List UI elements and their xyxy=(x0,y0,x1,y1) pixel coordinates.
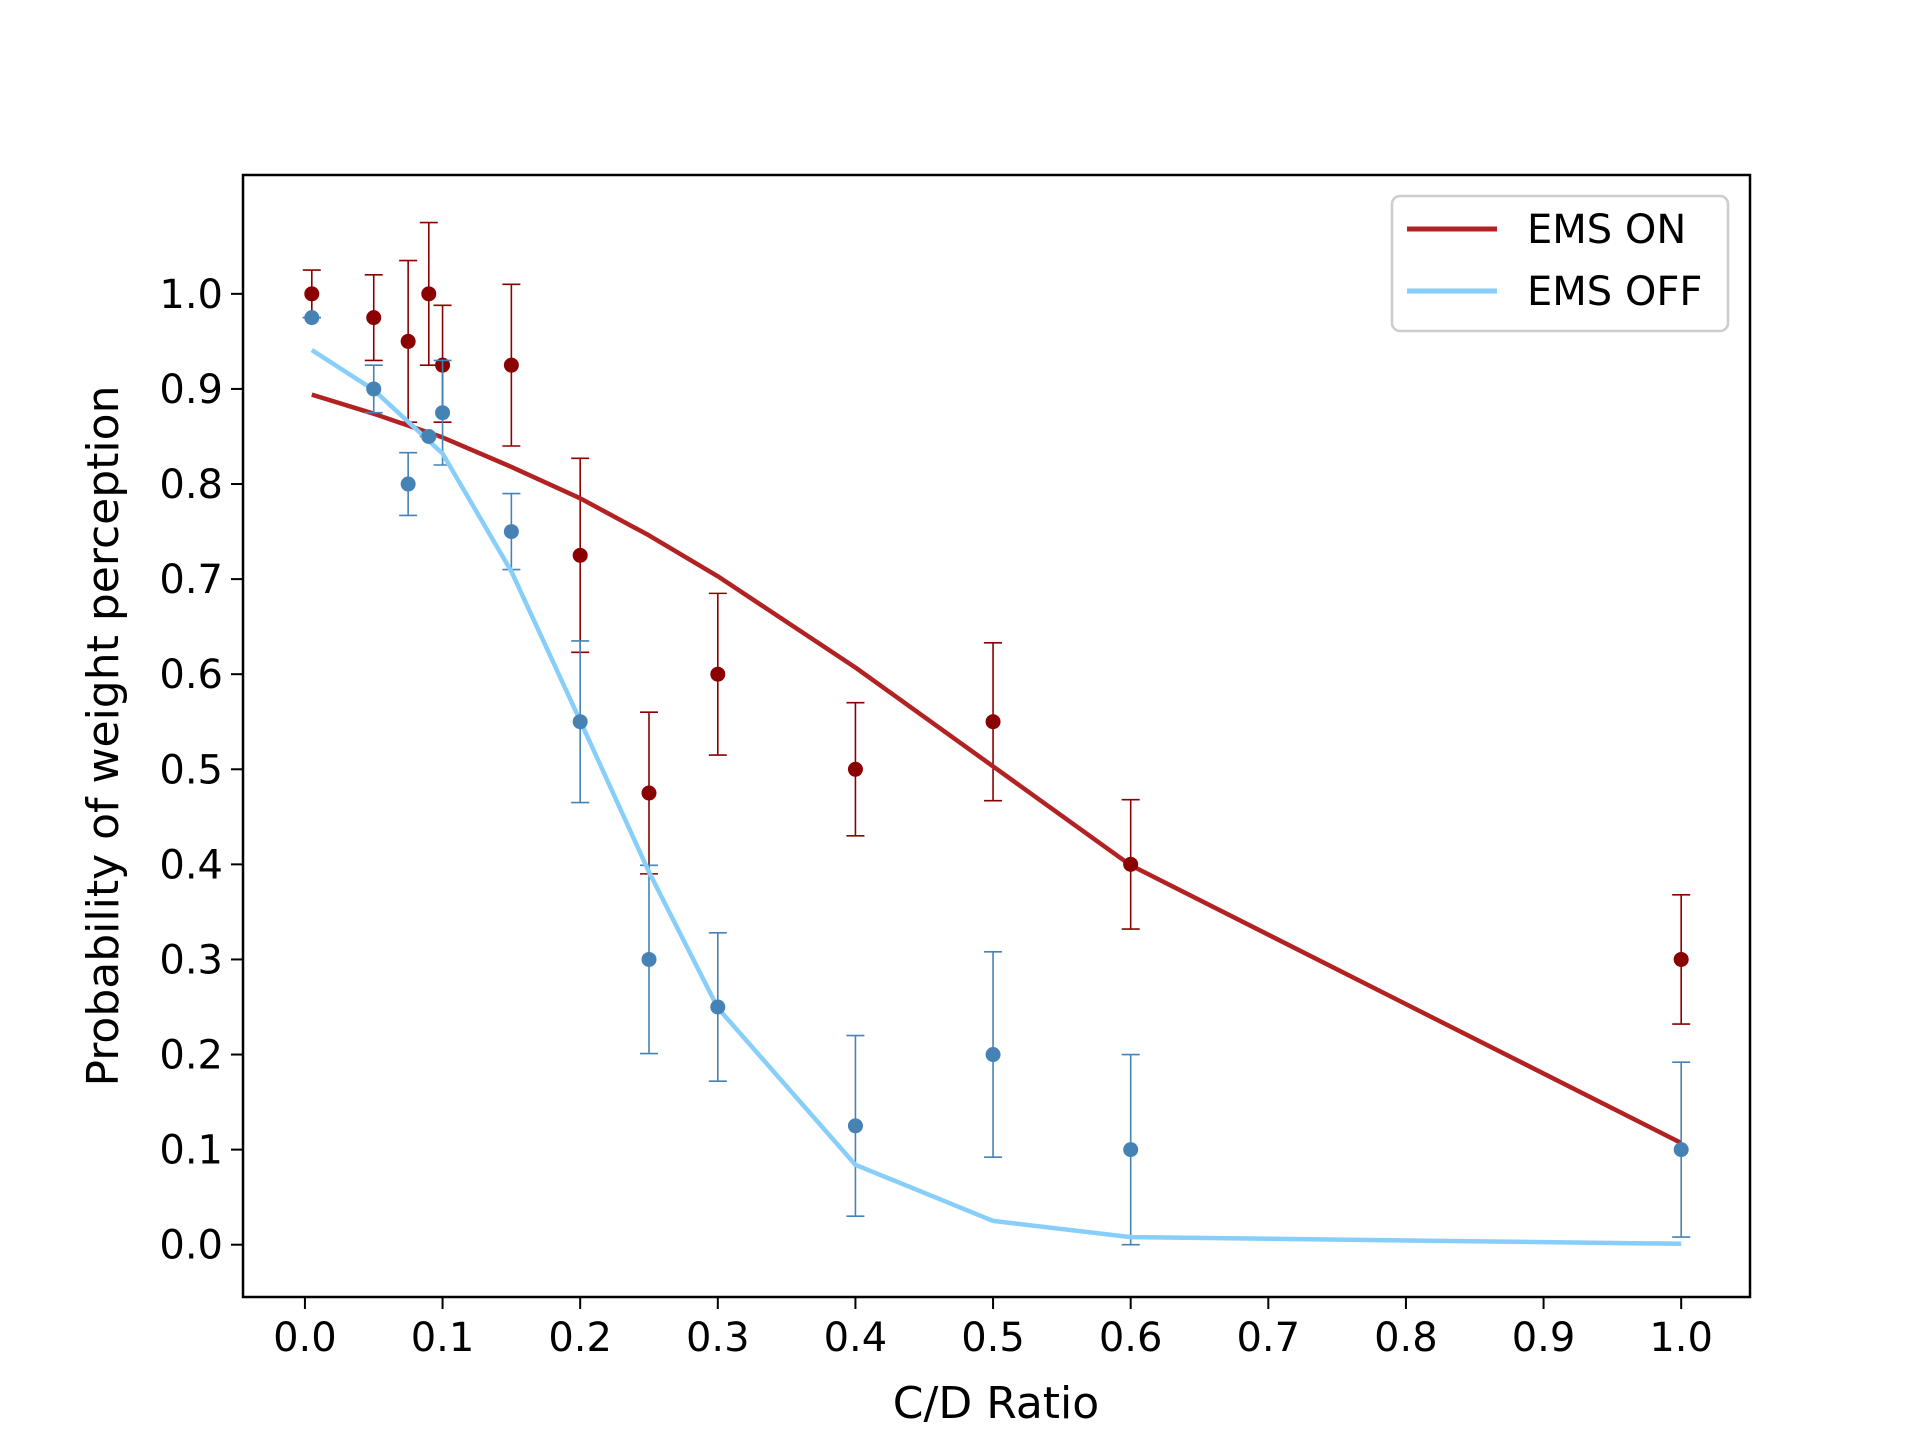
data-point xyxy=(503,357,519,373)
x-axis-title: C/D Ratio xyxy=(893,1378,1099,1429)
data-point xyxy=(641,951,657,967)
data-point xyxy=(1123,856,1139,872)
data-point xyxy=(366,381,382,397)
data-point xyxy=(985,714,1001,730)
x-tick-label: 0.2 xyxy=(548,1315,612,1361)
data-point xyxy=(847,761,863,777)
x-tick-label: 1.0 xyxy=(1649,1315,1713,1361)
y-tick-label: 0.7 xyxy=(159,557,223,603)
legend: EMS ON EMS OFF xyxy=(1390,194,1730,333)
data-point xyxy=(304,310,320,326)
y-tick-label: 0.9 xyxy=(159,367,223,413)
legend-label-ems-off: EMS OFF xyxy=(1527,269,1702,315)
x-tick-label: 0.6 xyxy=(1099,1315,1163,1361)
x-tick-label: 0.9 xyxy=(1512,1315,1576,1361)
data-point xyxy=(847,1118,863,1134)
data-point xyxy=(366,310,382,326)
data-point xyxy=(572,714,588,730)
x-tick-label: 0.3 xyxy=(686,1315,750,1361)
series-ems-off xyxy=(302,310,1691,1247)
y-tick-label: 0.0 xyxy=(159,1223,223,1269)
data-point xyxy=(1673,1142,1689,1158)
data-point xyxy=(304,286,320,302)
data-point xyxy=(503,524,519,540)
series-ems-on xyxy=(302,221,1691,1146)
y-tick-label: 0.3 xyxy=(159,937,223,983)
x-axis: 0.0 0.1 0.2 0.3 0.4 0.5 0.6 0.7 0.8 0.9 1.0 xyxy=(273,1297,1713,1361)
x-tick-label: 0.5 xyxy=(961,1315,1025,1361)
data-point xyxy=(421,428,437,444)
data-point xyxy=(1123,1142,1139,1158)
y-tick-label: 1.0 xyxy=(159,272,223,318)
axes-frame xyxy=(241,173,1752,1299)
data-point xyxy=(572,547,588,563)
x-tick-label: 0.8 xyxy=(1374,1315,1438,1361)
fit-line-ems-on xyxy=(311,392,1683,1146)
data-point xyxy=(421,286,437,302)
data-point xyxy=(985,1047,1001,1063)
data-point xyxy=(435,405,451,421)
fit-line-ems-off xyxy=(310,348,1682,1247)
plot-area xyxy=(302,221,1691,1247)
x-tick-label: 0.1 xyxy=(411,1315,475,1361)
y-tick-label: 0.1 xyxy=(159,1128,223,1174)
data-point xyxy=(1673,951,1689,967)
data-point xyxy=(400,333,416,349)
y-tick-label: 0.6 xyxy=(159,652,223,698)
x-tick-label: 0.0 xyxy=(273,1315,337,1361)
y-axis-title: Probability of weight perception xyxy=(78,386,129,1087)
data-point xyxy=(710,999,726,1015)
data-point xyxy=(641,785,657,801)
data-point xyxy=(710,666,726,682)
x-tick-label: 0.7 xyxy=(1236,1315,1300,1361)
legend-label-ems-on: EMS ON xyxy=(1527,207,1686,253)
data-point xyxy=(400,476,416,492)
y-axis: 0.0 0.1 0.2 0.3 0.4 0.5 0.6 0.7 0.8 0.9 1.0 xyxy=(159,272,243,1269)
y-tick-label: 0.2 xyxy=(159,1033,223,1079)
y-tick-label: 0.4 xyxy=(159,842,223,888)
x-tick-label: 0.4 xyxy=(824,1315,888,1361)
y-tick-label: 0.8 xyxy=(159,462,223,508)
y-tick-label: 0.5 xyxy=(159,747,223,793)
